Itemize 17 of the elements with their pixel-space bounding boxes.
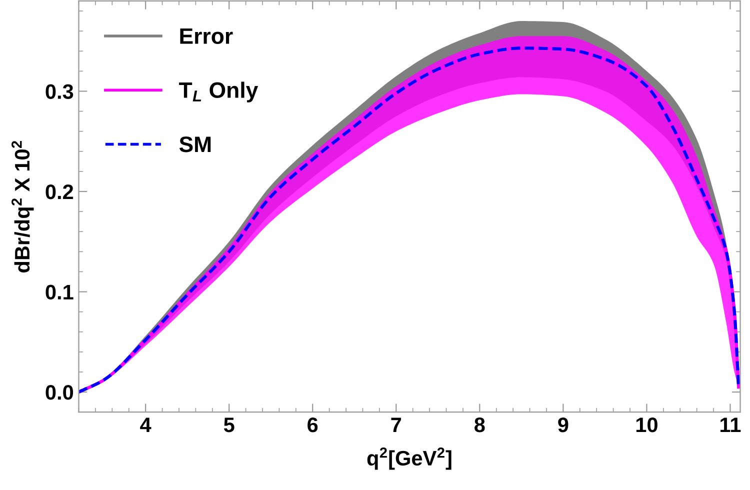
legend-label: SM [179,136,211,152]
x-tick-label: 4 [140,418,152,432]
x-axis-title: q$^{2}$[GeV$^{2}$] [367,447,452,470]
x-tick-label: 7 [391,418,402,432]
y-tick-label: 0.0 [46,385,74,400]
y-tick-label: 0.2 [46,184,74,200]
x-tick-label: 8 [474,418,485,432]
x-tick-label: 6 [308,418,318,432]
y-axis-title: dBr/dq$^{2}$ X 10$^{2}$ [12,140,34,272]
legend-label: T$_{L}$ Only [179,82,258,102]
y-tick-label: 0.1 [46,284,74,300]
x-tick-label: 11 [720,418,741,432]
legend-label: Error [180,28,233,44]
y-tick-label: 0.3 [46,84,74,100]
x-tick-label: 9 [558,418,568,432]
x-tick-label: 10 [636,418,658,432]
x-tick-label: 5 [224,418,234,432]
